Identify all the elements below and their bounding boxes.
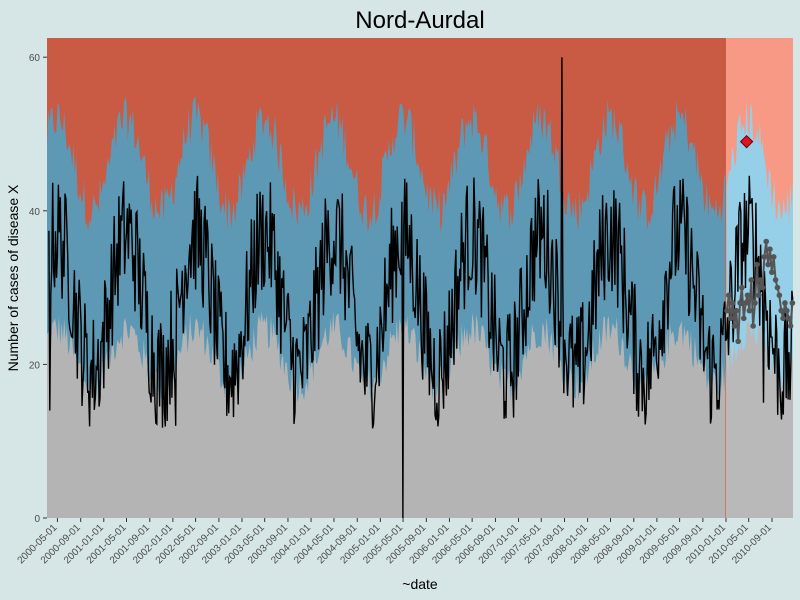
predicted-point — [739, 284, 745, 291]
predicted-point — [774, 284, 781, 291]
predicted-point — [724, 307, 730, 314]
x-axis-title: ~date — [402, 576, 438, 592]
predicted-point — [744, 292, 751, 299]
chart-title: Nord-Aurdal — [355, 7, 484, 34]
predicted-point — [742, 300, 749, 306]
predicted-point — [787, 323, 794, 329]
y-tick-label: 20 — [29, 360, 41, 371]
y-tick-label: 40 — [29, 207, 41, 218]
x-axis: 2000-05-012000-09-012001-01-012001-05-01… — [16, 518, 774, 566]
y-tick-label: 60 — [29, 53, 41, 64]
predicted-point — [733, 307, 740, 314]
predicted-point — [767, 246, 773, 252]
predicted-point — [765, 261, 771, 268]
predicted-point — [759, 284, 766, 291]
predicted-point — [750, 323, 756, 329]
predicted-point — [746, 307, 753, 314]
predicted-point — [780, 315, 786, 322]
predicted-point — [770, 254, 777, 260]
predicted-point — [778, 307, 785, 314]
observed-line — [48, 57, 794, 519]
predicted-point — [784, 307, 790, 314]
predicted-point — [731, 323, 738, 329]
predicted-point — [763, 238, 770, 245]
predicted-point — [735, 338, 741, 345]
alert-marker — [739, 134, 754, 149]
low-zone-predicted — [726, 320, 793, 518]
plot-panel — [47, 38, 796, 519]
low-zone-observed — [47, 311, 726, 518]
predicted-point — [761, 254, 768, 260]
predicted-point — [729, 300, 736, 306]
predicted-point — [772, 277, 779, 283]
predicted-point — [737, 300, 743, 306]
predicted-point — [754, 261, 760, 268]
predicted-point — [748, 277, 755, 283]
predicted-point — [752, 300, 758, 306]
predicted-point — [726, 292, 732, 299]
predicted-point — [727, 315, 734, 322]
predicted-point — [769, 269, 775, 276]
predicted-point — [782, 300, 788, 306]
y-axis-title: Number of cases of disease X — [5, 184, 21, 371]
y-axis: 0 20 40 60 — [29, 53, 47, 525]
predicted-point — [757, 277, 764, 283]
predicted-point — [740, 315, 747, 322]
predicted-point — [776, 292, 783, 299]
predicted-point — [789, 300, 796, 306]
predicted-point — [785, 315, 792, 322]
predicted-point — [755, 292, 762, 299]
y-tick-label: 0 — [34, 514, 40, 525]
